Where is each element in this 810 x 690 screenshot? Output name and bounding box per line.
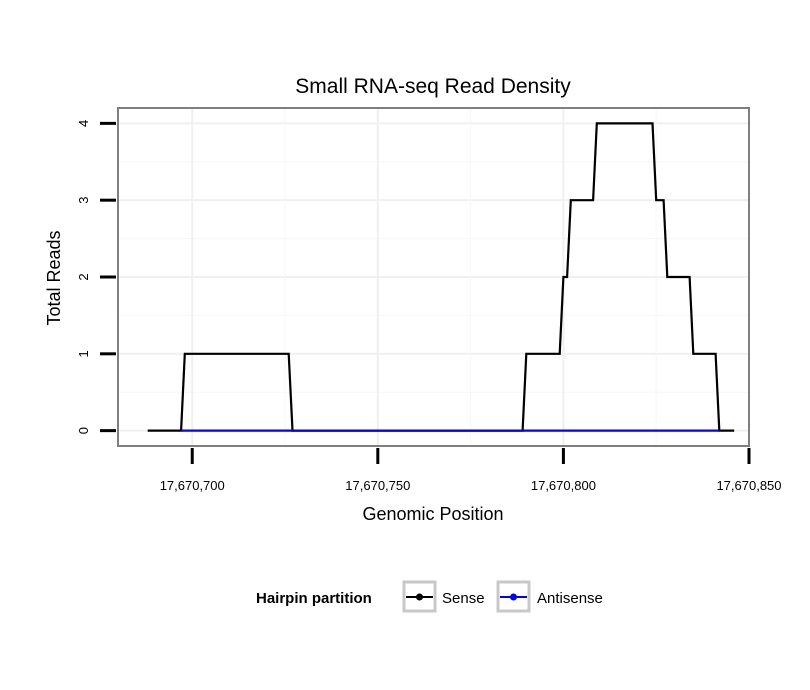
x-tick-label: 17,670,750: [345, 478, 410, 493]
x-tick-label: 17,670,700: [160, 478, 225, 493]
data-series: [147, 122, 735, 432]
y-axis-title: Total Reads: [44, 230, 64, 325]
chart-title: Small RNA-seq Read Density: [295, 75, 571, 98]
series-line-sense: [147, 122, 735, 432]
y-tick-label: 2: [76, 273, 91, 280]
y-axis: 0 1 2 3 4: [76, 120, 116, 434]
y-tick-label: 0: [76, 427, 91, 434]
y-tick-label: 3: [76, 197, 91, 204]
x-tick-label: 17,670,850: [716, 478, 781, 493]
x-tick-label: 17,670,800: [531, 478, 596, 493]
x-axis: 17,670,700 17,670,750 17,670,800 17,670,850: [160, 448, 782, 493]
y-tick-label: 1: [76, 350, 91, 357]
legend-title: Hairpin partition: [256, 590, 372, 607]
x-axis-title: Genomic Position: [362, 504, 503, 524]
legend-label-antisense: Antisense: [537, 590, 603, 607]
y-tick-label: 4: [76, 120, 91, 127]
legend-sense-point: [416, 593, 423, 601]
legend: Hairpin partition Sense Antisense: [256, 580, 603, 613]
legend-label-sense: Sense: [442, 590, 485, 607]
legend-antisense-point: [510, 593, 517, 601]
